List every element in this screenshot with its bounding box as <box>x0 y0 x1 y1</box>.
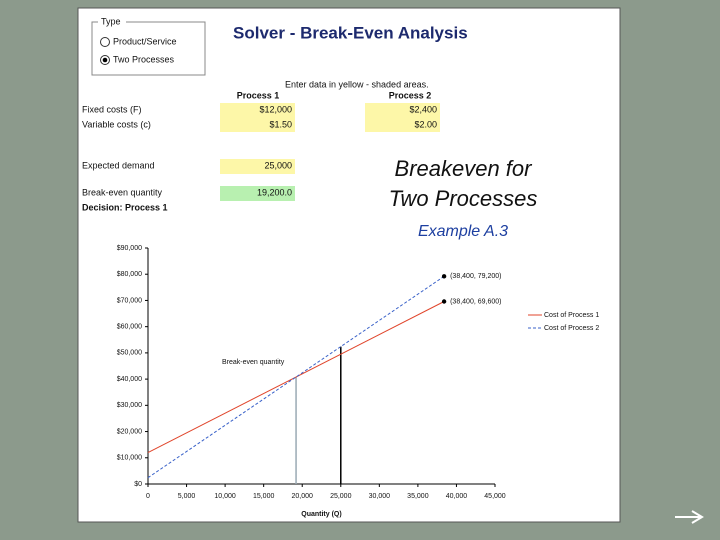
radio-label: Product/Service <box>113 36 177 46</box>
x-tick-label: 45,000 <box>484 493 506 500</box>
group-label-bg <box>98 16 126 26</box>
y-tick-label: $80,000 <box>117 271 142 278</box>
row-label: Variable costs (c) <box>82 119 151 129</box>
column-header: Process 1 <box>237 90 280 100</box>
cell-value: $12,000 <box>259 104 292 114</box>
legend-label: Cost of Process 1 <box>544 312 599 319</box>
annotation-label: (38,400, 69,600) <box>450 298 501 305</box>
y-tick-label: $30,000 <box>117 402 142 409</box>
y-tick-label: $20,000 <box>117 428 142 435</box>
cell-value: 25,000 <box>264 160 292 170</box>
input-cell[interactable] <box>220 103 295 132</box>
slide-subtitle: Example A.3 <box>418 223 508 240</box>
radio-dot <box>102 57 108 63</box>
series-line <box>147 301 445 453</box>
input-cell[interactable] <box>365 103 440 132</box>
row-label: Fixed costs (F) <box>82 104 142 114</box>
x-tick-label: 40,000 <box>446 493 468 500</box>
x-tick-label: 15,000 <box>253 493 275 500</box>
y-tick-label: $50,000 <box>117 350 142 357</box>
y-tick-label: $90,000 <box>117 245 142 252</box>
y-tick-label: $10,000 <box>117 455 142 462</box>
input-cell[interactable] <box>220 159 295 174</box>
vline-label: Break-even quantity <box>222 359 285 366</box>
x-tick-label: 10,000 <box>214 493 236 500</box>
group-label: Type <box>101 16 121 26</box>
instruction: Enter data in yellow - shaded areas. <box>285 79 429 89</box>
radio-label: Two Processes <box>113 54 175 64</box>
next-arrow[interactable] <box>675 510 704 524</box>
x-tick-label: 25,000 <box>330 493 352 500</box>
cell-value: $2,400 <box>409 104 437 114</box>
y-tick-label: $70,000 <box>117 297 142 304</box>
annotation-point <box>441 274 447 279</box>
annotation-point <box>441 299 447 304</box>
column-header: Process 2 <box>389 90 432 100</box>
x-tick-label: 5,000 <box>178 493 196 500</box>
x-tick-label: 20,000 <box>292 493 314 500</box>
slide-title: Breakeven for <box>395 156 534 181</box>
annotation-label: (38,400, 79,200) <box>450 273 501 280</box>
x-tick-label: 35,000 <box>407 493 429 500</box>
result-cell <box>220 186 295 201</box>
y-tick-label: $60,000 <box>117 324 142 331</box>
row-label: Expected demand <box>82 160 155 170</box>
x-tick-label: 0 <box>146 493 150 500</box>
radio-button[interactable] <box>100 37 110 47</box>
y-tick-label: $40,000 <box>117 376 142 383</box>
x-tick-label: 30,000 <box>369 493 391 500</box>
slide-title: Two Processes <box>389 186 538 211</box>
type-group-box <box>91 21 206 76</box>
x-axis-label: Quantity (Q) <box>301 511 341 518</box>
cell-value: 19,200.0 <box>257 187 292 197</box>
cell-value: $1.50 <box>269 119 292 129</box>
legend-label: Cost of Process 2 <box>544 325 599 332</box>
sheet-panel <box>77 7 621 523</box>
cell-value: $2.00 <box>414 119 437 129</box>
decision: Decision: Process 1 <box>82 202 168 212</box>
sheet-title: Solver - Break-Even Analysis <box>233 23 468 42</box>
y-tick-label: $0 <box>134 481 142 488</box>
row-label: Break-even quantity <box>82 187 163 197</box>
